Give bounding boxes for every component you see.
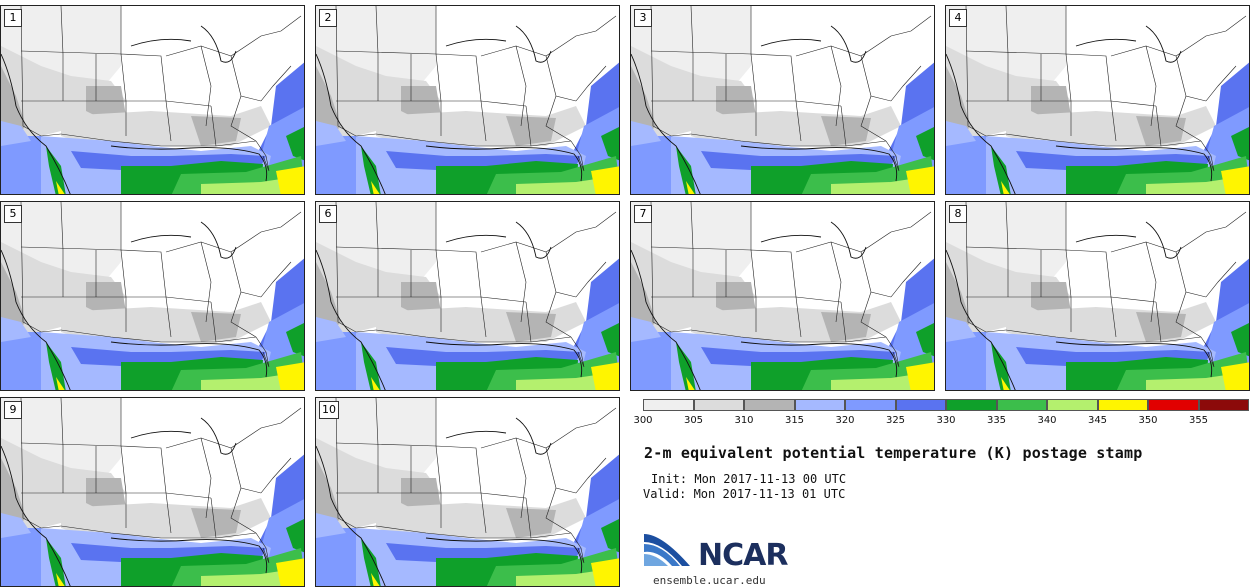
legend-tick-label: 350 bbox=[1138, 415, 1158, 426]
member-number-label: 7 bbox=[634, 205, 652, 223]
member-number-label: 5 bbox=[4, 205, 22, 223]
legend-swatch bbox=[693, 399, 744, 411]
legend-tick-label: 325 bbox=[885, 415, 906, 426]
ensemble-member-map: 7 bbox=[630, 201, 935, 391]
member-number-label: 4 bbox=[949, 9, 967, 27]
member-number-label: 6 bbox=[319, 205, 337, 223]
ensemble-member-map: 6 bbox=[315, 201, 620, 391]
member-number-label: 9 bbox=[4, 401, 22, 419]
map-title: 2-m equivalent potential temperature (K)… bbox=[644, 444, 1143, 462]
map-svg bbox=[316, 202, 619, 390]
ncar-logo-text: NCAR bbox=[698, 538, 788, 573]
ensemble-member-map: 5 bbox=[0, 201, 305, 391]
legend-tick-label: 330 bbox=[936, 415, 956, 426]
member-number-label: 1 bbox=[4, 9, 22, 27]
valid-time: Valid: Mon 2017-11-13 01 UTC bbox=[643, 487, 846, 501]
legend-swatch bbox=[744, 399, 795, 411]
legend-swatch bbox=[895, 399, 946, 411]
legend-swatch bbox=[794, 399, 845, 411]
legend-swatch bbox=[946, 399, 997, 411]
member-number-label: 2 bbox=[319, 9, 337, 27]
map-svg bbox=[1, 202, 304, 390]
init-time: Init: Mon 2017-11-13 00 UTC bbox=[651, 472, 847, 486]
member-number-label: 10 bbox=[319, 401, 339, 419]
legend-swatch bbox=[996, 399, 1047, 411]
ensemble-member-map: 4 bbox=[945, 5, 1250, 195]
ensemble-member-map: 3 bbox=[630, 5, 935, 195]
legend-tick-label: 305 bbox=[683, 415, 704, 426]
map-svg bbox=[1, 398, 304, 586]
legend-swatch bbox=[1047, 399, 1098, 411]
ensemble-member-map: 9 bbox=[0, 397, 305, 587]
legend-tick-label: 300 bbox=[633, 415, 653, 426]
legend-tick-label: 355 bbox=[1188, 415, 1209, 426]
ensemble-member-map: 10 bbox=[315, 397, 620, 587]
member-number-label: 3 bbox=[634, 9, 652, 27]
map-svg bbox=[1, 6, 304, 194]
legend-swatch bbox=[1097, 399, 1148, 411]
legend-tick-label: 345 bbox=[1087, 415, 1108, 426]
map-svg bbox=[316, 398, 619, 586]
legend-swatch bbox=[1148, 399, 1199, 411]
legend-swatch bbox=[1198, 399, 1249, 411]
map-svg bbox=[316, 6, 619, 194]
ensemble-member-map: 8 bbox=[945, 201, 1250, 391]
map-svg bbox=[631, 6, 934, 194]
legend-tick-label: 315 bbox=[784, 415, 805, 426]
legend-tick-label: 310 bbox=[734, 415, 754, 426]
map-svg bbox=[946, 6, 1249, 194]
legend-swatch bbox=[845, 399, 896, 411]
legend-swatch bbox=[643, 399, 694, 411]
site-url: ensemble.ucar.edu bbox=[653, 574, 766, 587]
map-svg bbox=[631, 202, 934, 390]
member-number-label: 8 bbox=[949, 205, 967, 223]
ncar-logo-icon bbox=[644, 534, 690, 566]
map-svg bbox=[946, 202, 1249, 390]
legend-tick-label: 320 bbox=[835, 415, 855, 426]
ensemble-member-map: 1 bbox=[0, 5, 305, 195]
color-legend-bar bbox=[643, 399, 1249, 412]
ensemble-member-map: 2 bbox=[315, 5, 620, 195]
legend-tick-label: 340 bbox=[1037, 415, 1057, 426]
legend-tick-label: 335 bbox=[986, 415, 1007, 426]
